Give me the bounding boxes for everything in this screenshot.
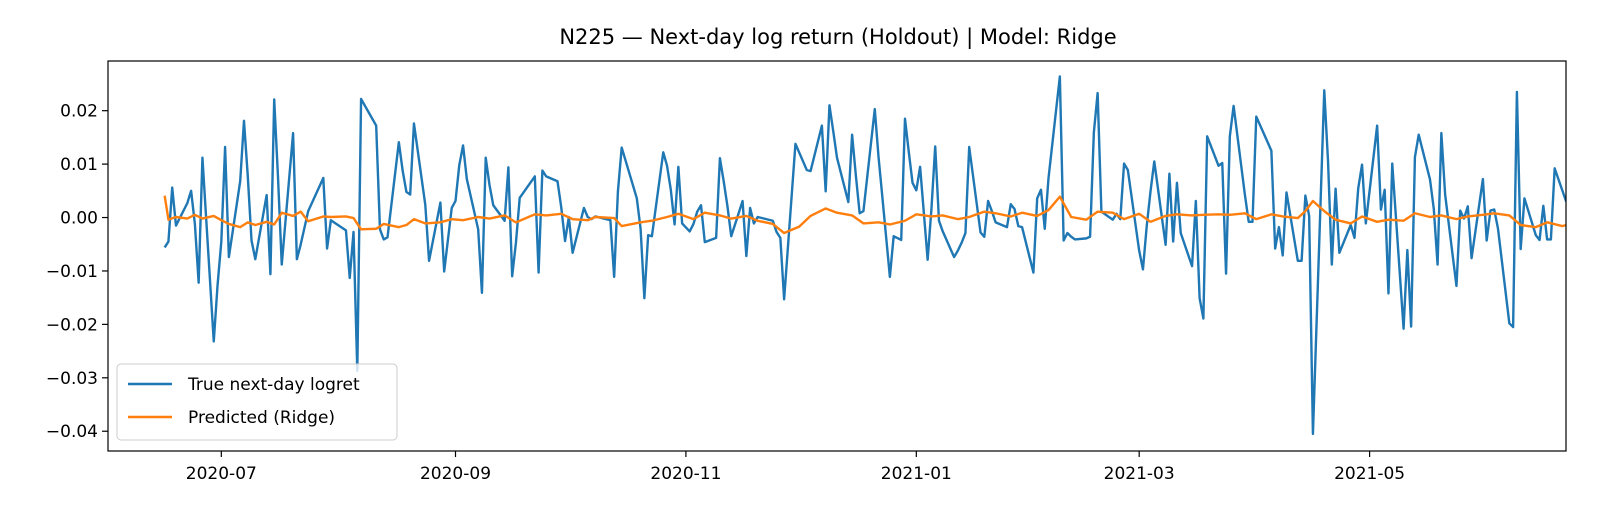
legend-frame [116, 363, 398, 441]
x-tick-label: 2021-01 [881, 464, 952, 484]
plot-area [163, 75, 1566, 436]
y-tick-label: −0.03 [46, 369, 98, 389]
chart-title: N225 — Next-day log return (Holdout) | M… [559, 25, 1116, 50]
legend-label-predicted: Predicted (Ridge) [188, 408, 335, 428]
y-tick-label: 0.02 [60, 102, 98, 122]
x-tick-label: 2020-11 [650, 464, 721, 484]
series-true-logret [163, 75, 1566, 436]
y-tick-label: −0.02 [46, 315, 98, 335]
y-tick-label: 0.01 [60, 155, 98, 175]
x-tick-label: 2021-03 [1104, 464, 1175, 484]
x-tick-label: 2020-07 [186, 464, 257, 484]
legend-label-true: True next-day logret [187, 375, 360, 395]
x-tick-label: 2020-09 [420, 464, 491, 484]
legend: True next-day logret Predicted (Ridge) [116, 363, 398, 441]
y-tick-label: −0.01 [46, 262, 98, 282]
series-predicted-ridge [163, 195, 1566, 235]
y-tick-label: −0.04 [46, 422, 98, 442]
axes: 2020-07 2020-09 2020-11 2021-01 2021-03 2021-… [46, 102, 1405, 484]
y-tick-label: 0.00 [60, 209, 98, 229]
plot-frame [107, 60, 1567, 452]
x-tick-label: 2021-05 [1334, 464, 1405, 484]
